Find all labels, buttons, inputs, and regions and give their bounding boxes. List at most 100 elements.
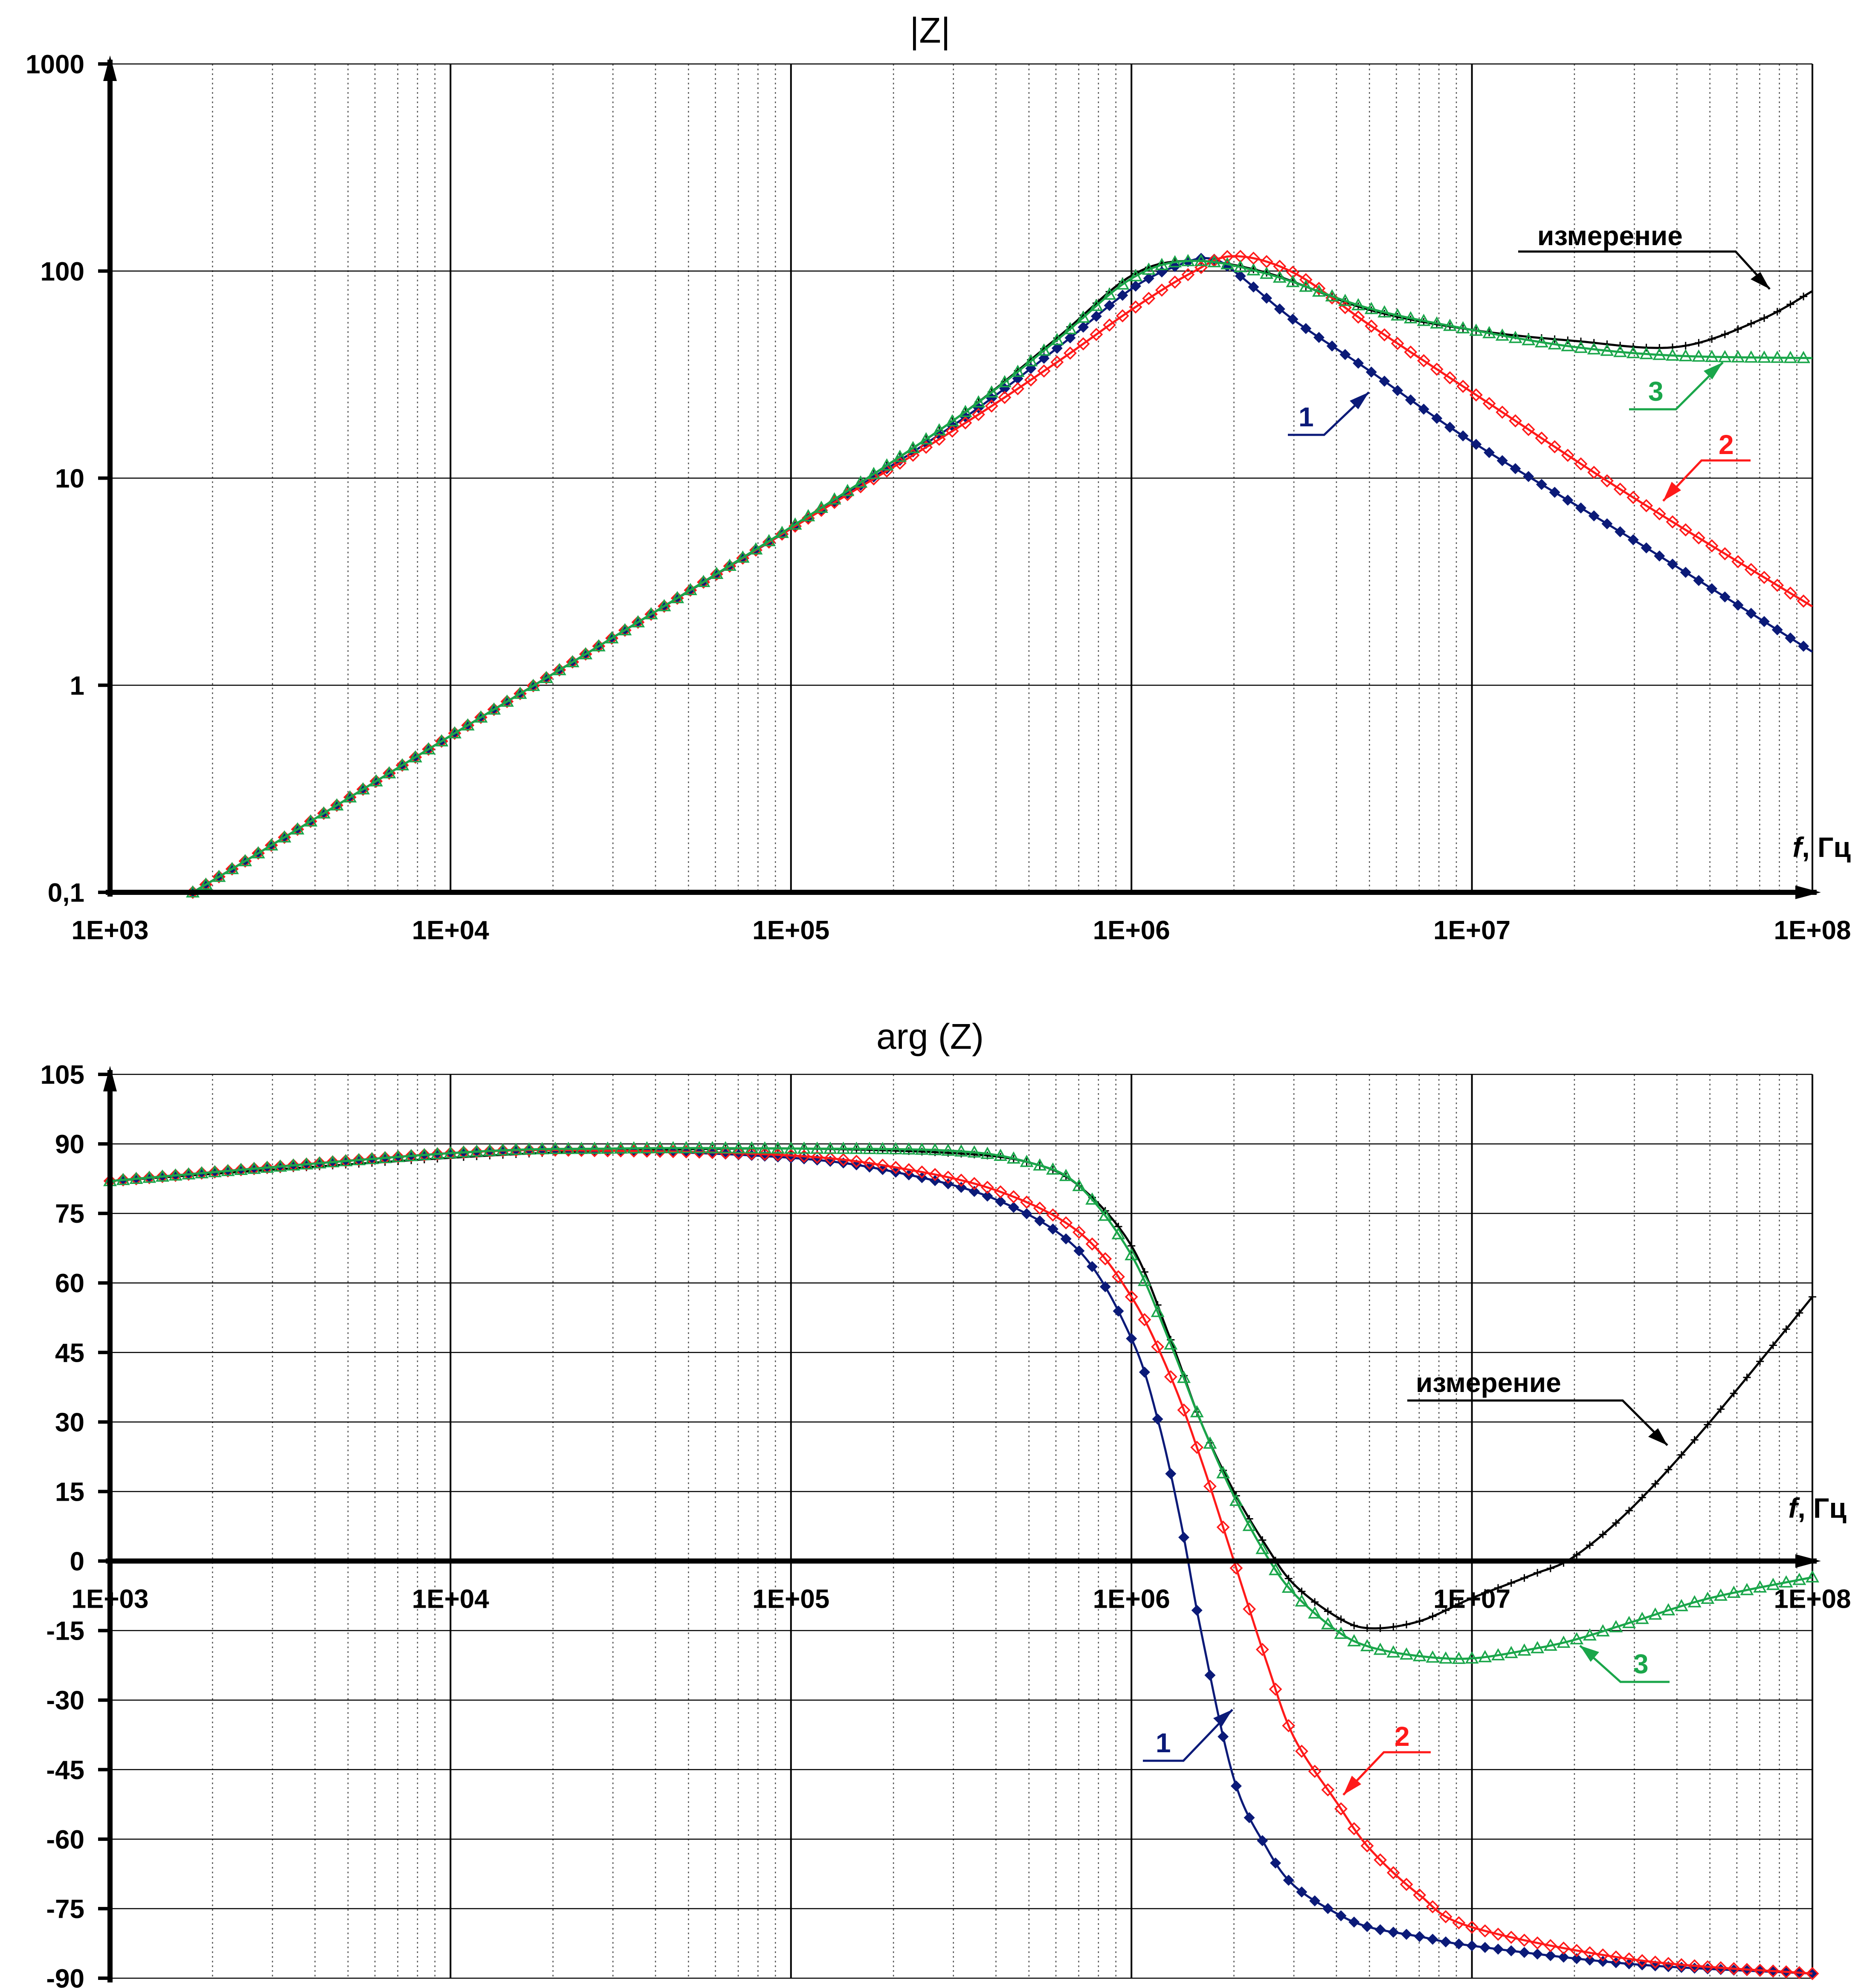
phase-marker [1337, 1615, 1345, 1623]
phase-markers-3 [103, 1141, 1819, 1664]
magnitude-marker [1484, 447, 1495, 458]
phase-marker [863, 1142, 877, 1154]
magnitude-marker [1392, 385, 1403, 396]
magnitude-marker [474, 710, 488, 723]
magnitude-annotation-1-arrowhead [1350, 392, 1369, 409]
magnitude-marker [409, 750, 423, 763]
magnitude-marker [1771, 579, 1784, 592]
magnitude-marker [1734, 325, 1742, 333]
magnitude-y-tick-label: 0,1 [48, 878, 84, 908]
phase-marker [1635, 1612, 1649, 1624]
phase-marker [1505, 1930, 1518, 1944]
phase-marker [404, 1149, 418, 1161]
phase-marker [1727, 1586, 1741, 1598]
magnitude-marker [1708, 335, 1716, 343]
phase-marker [1573, 1551, 1581, 1559]
magnitude-marker [775, 527, 789, 541]
phase-y-tick-label: 15 [55, 1477, 84, 1507]
phase-marker [1374, 1853, 1387, 1867]
phase-x-axis-label: f, Гц [1788, 1492, 1847, 1524]
magnitude-marker [1024, 373, 1038, 387]
phase-marker [417, 1148, 431, 1162]
magnitude-marker [1353, 357, 1364, 369]
phase-marker [1296, 1886, 1307, 1898]
magnitude-marker [723, 558, 737, 571]
phase-marker [1098, 1208, 1112, 1221]
magnitude-marker [1078, 321, 1089, 333]
phase-marker [234, 1163, 248, 1175]
phase-marker [1478, 1924, 1492, 1938]
phase-marker [1543, 1638, 1557, 1651]
magnitude-marker [1089, 298, 1103, 311]
magnitude-marker [841, 483, 855, 496]
magnitude-marker [1090, 310, 1102, 322]
magnitude-marker [1142, 292, 1156, 305]
phase-marker [1504, 1646, 1518, 1658]
phase-marker [1414, 1931, 1425, 1942]
phase-marker [1281, 1580, 1296, 1593]
phase-y-tick-label: -45 [46, 1756, 84, 1785]
magnitude-marker [1744, 350, 1758, 363]
magnitude-marker [1548, 440, 1562, 454]
phase-marker [483, 1143, 497, 1156]
phase-marker [1007, 1190, 1020, 1204]
phase-annotation-2: 2 [1342, 1721, 1431, 1796]
phase-marker [142, 1170, 157, 1183]
magnitude-marker [1469, 323, 1483, 336]
phase-y-tick-label: -60 [46, 1825, 84, 1855]
phase-marker [823, 1141, 837, 1154]
magnitude-marker [985, 399, 998, 413]
magnitude-marker [1130, 281, 1141, 292]
phase-marker [1544, 1939, 1557, 1953]
phase-marker [1269, 1682, 1282, 1696]
magnitude-title: |Z| [910, 10, 951, 50]
phase-marker [1795, 1309, 1803, 1317]
phase-marker [1675, 1958, 1688, 1971]
magnitude-marker [1430, 362, 1444, 376]
phase-marker [1401, 1929, 1412, 1940]
magnitude-marker [1168, 255, 1182, 268]
phase-marker [1517, 1933, 1531, 1947]
phase-marker [339, 1154, 353, 1168]
magnitude-marker [906, 441, 920, 454]
magnitude-marker [618, 623, 632, 636]
phase-marker [1701, 1960, 1714, 1974]
phase-marker [1164, 1370, 1177, 1383]
phase-annotation-1: 1 [1143, 1709, 1233, 1762]
magnitude-marker [1641, 542, 1652, 554]
phase-marker [247, 1162, 261, 1175]
phase-marker [915, 1165, 929, 1179]
phase-marker [1779, 1575, 1793, 1588]
magnitude-marker [1457, 430, 1469, 442]
phase-marker [1635, 1954, 1649, 1968]
phase-marker [457, 1145, 471, 1158]
magnitude-marker [1143, 272, 1154, 284]
phase-marker [286, 1158, 300, 1171]
phase-marker [1468, 1594, 1476, 1602]
magnitude-annotation-measurement: измерение [1518, 220, 1771, 290]
magnitude-marker [1351, 310, 1365, 324]
magnitude-marker [1536, 479, 1547, 490]
phase-marker [1792, 1966, 1806, 1979]
magnitude-marker [1116, 277, 1130, 290]
phase-marker [1625, 1507, 1633, 1515]
phase-y-tick-label: 30 [55, 1408, 84, 1437]
phase-marker [1481, 1589, 1489, 1597]
phase-marker [1701, 1592, 1715, 1604]
magnitude-marker [1758, 616, 1770, 627]
magnitude-marker [644, 607, 658, 619]
phase-marker [928, 1168, 942, 1181]
phase-marker [1112, 1270, 1125, 1284]
phase-marker [1452, 1652, 1466, 1664]
phase-marker [967, 1145, 981, 1158]
phase-marker [1006, 1151, 1020, 1164]
magnitude-marker [932, 423, 946, 436]
phase-marker [129, 1172, 143, 1184]
phase-x-axis-arrow [1795, 1554, 1821, 1568]
magnitude-marker [1220, 250, 1234, 263]
magnitude-marker [1482, 397, 1496, 411]
magnitude-marker [278, 830, 291, 843]
phase-marker [1033, 1201, 1047, 1215]
phase-marker [1727, 1962, 1741, 1976]
